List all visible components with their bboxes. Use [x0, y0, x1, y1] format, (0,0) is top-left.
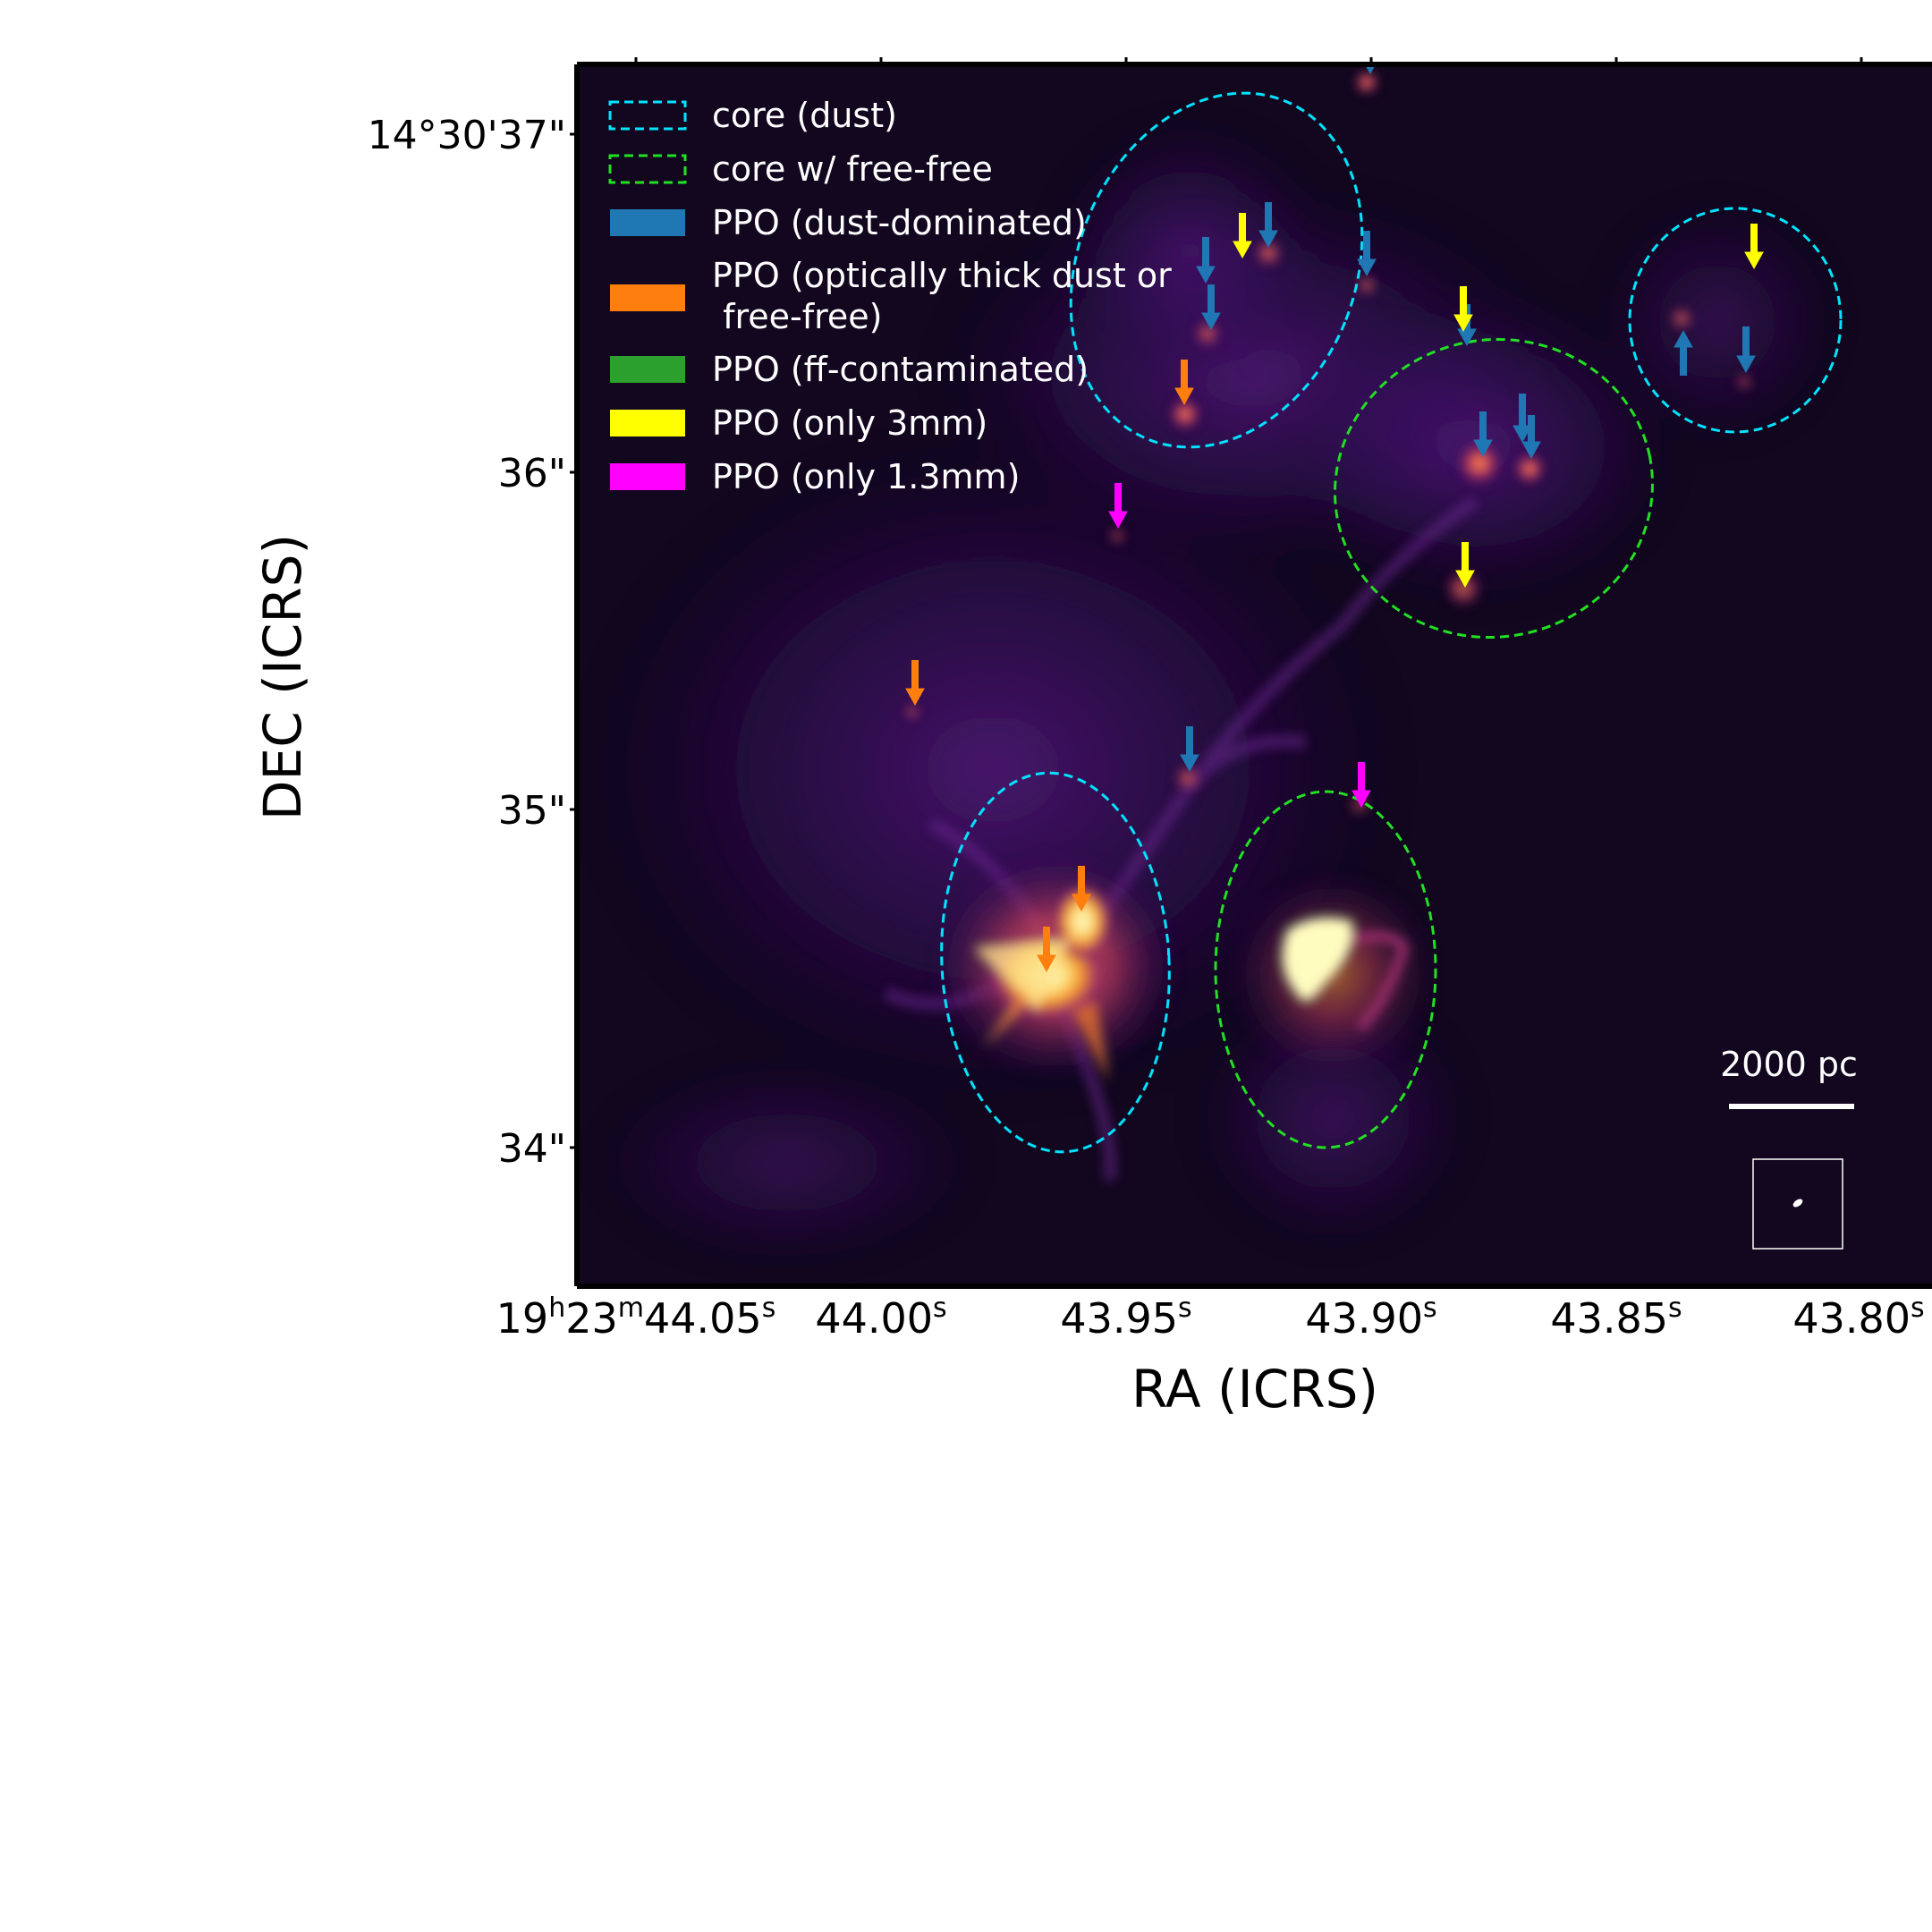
- ppo-arrow: [905, 660, 925, 707]
- legend-entry: core w/ free-free: [608, 149, 993, 189]
- core-ff-ellipse-2: [1214, 790, 1437, 1149]
- legend-entry: PPO (only 1.3mm): [610, 457, 1020, 496]
- legend-swatch: [608, 100, 687, 131]
- axes-frame: [570, 57, 1932, 1289]
- ppo-arrow: [1744, 224, 1764, 270]
- ppo-arrow: [1352, 762, 1371, 809]
- y-tick-label: 35": [498, 788, 566, 834]
- x-axis-label: RA (ICRS): [1131, 1359, 1378, 1419]
- legend: core (dust) core w/ free-free PPO (dust-do…: [608, 96, 1172, 496]
- legend-swatch: [608, 154, 687, 184]
- beam-ellipse: [1792, 1199, 1803, 1208]
- legend-entry: core (dust): [608, 96, 897, 135]
- legend-swatch: [610, 356, 685, 383]
- diffuse-emission: [581, 116, 1843, 1270]
- scale-bar: 2000 pc: [1720, 1045, 1858, 1109]
- legend-swatch: [610, 209, 685, 236]
- ppo-arrow: [1521, 415, 1541, 460]
- ppo-arrow: [1037, 927, 1056, 973]
- legend-entry: PPO (only 3mm): [610, 403, 987, 443]
- core-dust-ellipse-2: [1628, 207, 1843, 434]
- x-tick-label: 43.80s: [1792, 1292, 1924, 1343]
- y-tick-label: 36": [498, 451, 566, 496]
- core-ellipses: [940, 91, 1843, 1154]
- ppo-optically-thick-arrows: [905, 360, 1194, 973]
- ppo-arrow: [1174, 360, 1194, 406]
- y-axis-label: DEC (ICRS): [252, 534, 313, 820]
- core-dust-ellipse-3: [940, 771, 1171, 1154]
- x-tick-label: 43.90s: [1305, 1292, 1436, 1343]
- x-tick-label: 43.95s: [1060, 1292, 1191, 1343]
- ppo-arrow: [1357, 231, 1377, 277]
- legend-swatch: [610, 410, 685, 436]
- ppo-arrow: [1455, 542, 1475, 589]
- core-ff-ellipse-1: [1334, 337, 1654, 640]
- bright-core-ff: [1225, 868, 1440, 1082]
- scale-bar-label: 2000 pc: [1720, 1045, 1858, 1084]
- x-tick-labels: 19h23m44.05s 44.00s 43.95s 43.90s 43.85s…: [496, 1292, 1925, 1343]
- ppo-arrows: [905, 64, 1764, 973]
- legend-label: PPO (dust-dominated): [712, 203, 1087, 242]
- x-tick-label: 43.85s: [1550, 1292, 1682, 1343]
- legend-label: PPO (only 1.3mm): [712, 457, 1020, 496]
- beam-box: [1752, 1158, 1843, 1250]
- ppo-arrow: [1674, 329, 1693, 376]
- core-dust-ellipse-1: [1069, 91, 1364, 449]
- ppo-arrow: [1736, 326, 1756, 374]
- legend-label: PPO (only 3mm): [712, 403, 987, 443]
- legend-swatch: [610, 463, 685, 490]
- legend-entry: PPO (ff-contaminated): [610, 350, 1089, 389]
- legend-label: core (dust): [712, 96, 897, 135]
- ppo-only-1p3mm-arrows: [1108, 483, 1371, 809]
- ppo-arrow: [1201, 284, 1221, 331]
- ppo-arrow: [1108, 483, 1128, 530]
- ppo-arrow: [1453, 286, 1473, 333]
- ppo-arrow: [1233, 213, 1252, 259]
- y-tick-label: 14°30'37": [368, 113, 566, 158]
- ppo-arrow: [1473, 411, 1493, 458]
- bright-core-sw: [930, 850, 1181, 1082]
- ppo-arrow: [1513, 394, 1532, 444]
- legend-entry: PPO (optically thick dust or free-free): [610, 256, 1172, 336]
- legend-label: PPO (optically thick dust or free-free): [712, 256, 1172, 336]
- ppo-dust-dominated-arrows: [1180, 64, 1756, 773]
- ppo-arrow: [1072, 866, 1091, 912]
- y-tick-label: 34": [498, 1126, 566, 1172]
- x-tick-label: 44.00s: [815, 1292, 946, 1343]
- ppo-arrow: [1196, 237, 1216, 284]
- compact-sources: [905, 70, 1753, 816]
- image-panel: 2000 pc core (dust) core w/ free-free PPO …: [577, 64, 1932, 1286]
- ppo-only-3mm-arrows: [1233, 213, 1764, 589]
- legend-entry: PPO (dust-dominated): [610, 203, 1087, 242]
- ppo-arrow: [1180, 726, 1199, 773]
- legend-swatch: [610, 284, 685, 311]
- y-tick-labels: 14°30'37" 36" 35" 34": [368, 113, 566, 1172]
- ppo-arrow: [1258, 202, 1278, 249]
- legend-label: PPO (ff-contaminated): [712, 350, 1089, 389]
- x-tick-label: 19h23m44.05s: [496, 1292, 776, 1343]
- legend-label: core w/ free-free: [712, 149, 993, 189]
